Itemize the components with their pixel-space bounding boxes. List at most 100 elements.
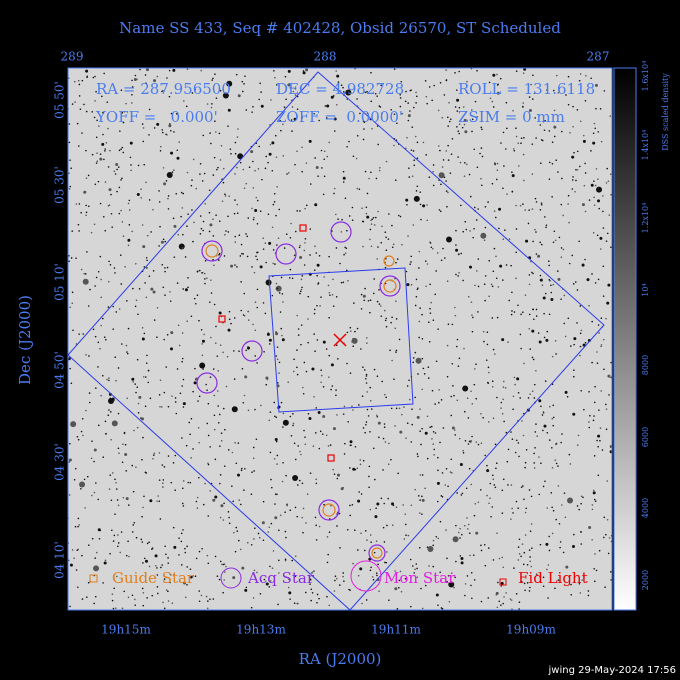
star [252, 187, 255, 189]
star [475, 441, 478, 443]
star [384, 266, 387, 269]
star [560, 441, 562, 444]
star [198, 550, 201, 553]
star [378, 436, 380, 439]
star [582, 496, 584, 499]
star [194, 302, 197, 305]
star [596, 362, 599, 364]
star [78, 83, 81, 86]
star [93, 565, 100, 572]
star [266, 332, 270, 336]
star [332, 427, 336, 431]
star [269, 411, 272, 413]
star [164, 545, 166, 548]
star [391, 524, 394, 527]
star [115, 379, 117, 382]
star [522, 153, 525, 156]
star [294, 555, 297, 558]
star [109, 397, 112, 400]
star [309, 583, 311, 585]
star [143, 163, 146, 166]
star [201, 180, 204, 182]
star [231, 485, 233, 487]
star [564, 516, 567, 519]
star [567, 203, 569, 205]
star [581, 263, 585, 267]
star [580, 502, 582, 505]
star [303, 361, 306, 364]
star [346, 145, 348, 148]
star [111, 593, 114, 596]
star [518, 553, 521, 555]
star [483, 239, 486, 242]
star [104, 420, 107, 423]
star [122, 235, 125, 238]
star [100, 324, 102, 327]
star [472, 554, 475, 556]
star [345, 247, 348, 250]
star [528, 96, 531, 98]
star [394, 425, 396, 427]
star [230, 322, 232, 325]
star [370, 71, 372, 74]
star [532, 358, 535, 361]
star [157, 495, 160, 497]
star [267, 531, 270, 533]
star [476, 166, 479, 169]
star [360, 348, 362, 350]
star [240, 467, 243, 470]
star [414, 135, 417, 138]
star [281, 338, 285, 342]
star [269, 580, 272, 582]
star [599, 427, 602, 429]
star [605, 428, 608, 431]
star [431, 99, 433, 102]
star [228, 195, 230, 198]
star [99, 157, 103, 161]
star [71, 291, 74, 294]
star [368, 177, 370, 180]
star [103, 72, 105, 75]
star [362, 459, 365, 462]
star [200, 227, 203, 230]
star [265, 582, 269, 586]
star [378, 303, 381, 305]
star [259, 82, 261, 85]
star [85, 204, 87, 207]
star [252, 160, 254, 163]
star [270, 522, 273, 525]
star [524, 466, 526, 469]
star [170, 112, 173, 115]
star [399, 93, 401, 96]
star [511, 310, 513, 312]
star [279, 311, 282, 313]
star [260, 404, 262, 407]
star [406, 385, 409, 387]
star [377, 143, 379, 146]
star [492, 559, 495, 561]
star [415, 95, 418, 98]
star [119, 254, 122, 256]
star [592, 489, 595, 492]
star [473, 206, 476, 209]
star [176, 282, 179, 284]
star [376, 574, 378, 577]
star [97, 341, 100, 344]
star [573, 343, 575, 346]
star [578, 165, 581, 168]
star [233, 531, 235, 534]
star [362, 138, 365, 141]
star [156, 567, 158, 569]
star [152, 454, 155, 456]
star [336, 473, 340, 477]
star [337, 81, 340, 83]
star [181, 502, 184, 505]
star [216, 575, 219, 577]
star [85, 354, 87, 356]
star [511, 291, 513, 294]
star [78, 333, 80, 335]
star [594, 282, 597, 284]
star [376, 300, 379, 303]
star [385, 561, 388, 564]
